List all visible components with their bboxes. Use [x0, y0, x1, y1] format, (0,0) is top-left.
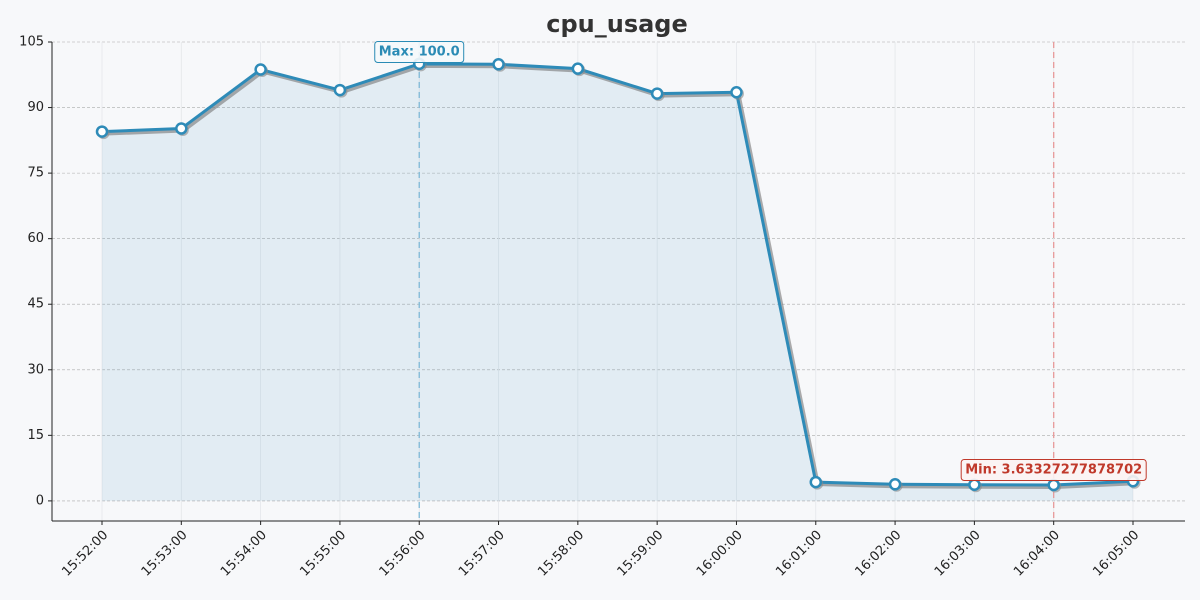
marker — [175, 122, 188, 135]
annotation: Max: 100.0 — [379, 45, 460, 60]
y-tick-label: 0 — [36, 493, 44, 508]
y-tick-label: 15 — [27, 428, 44, 443]
marker — [888, 478, 902, 491]
y-tick-label: 75 — [27, 166, 44, 181]
annotation-box — [374, 41, 465, 63]
marker — [95, 125, 109, 138]
marker — [1047, 478, 1060, 492]
marker — [809, 475, 823, 489]
annotation: Min: 3.63327277878702 — [965, 463, 1142, 478]
annotation-box — [960, 459, 1147, 482]
y-tick-label: 45 — [27, 297, 44, 312]
y-tick-label: 60 — [27, 231, 44, 246]
marker — [492, 58, 505, 71]
chart-title: cpu_usage — [546, 10, 688, 38]
line — [101, 62, 1134, 487]
y-tick-label: 30 — [27, 362, 44, 377]
area — [102, 63, 1133, 501]
marker — [968, 478, 981, 491]
marker — [571, 62, 585, 75]
marker — [650, 87, 664, 100]
y-tick-label: 90 — [27, 100, 44, 115]
y-tick-label: 105 — [19, 35, 44, 50]
marker — [333, 83, 347, 97]
marker — [730, 86, 743, 99]
marker — [254, 63, 267, 76]
